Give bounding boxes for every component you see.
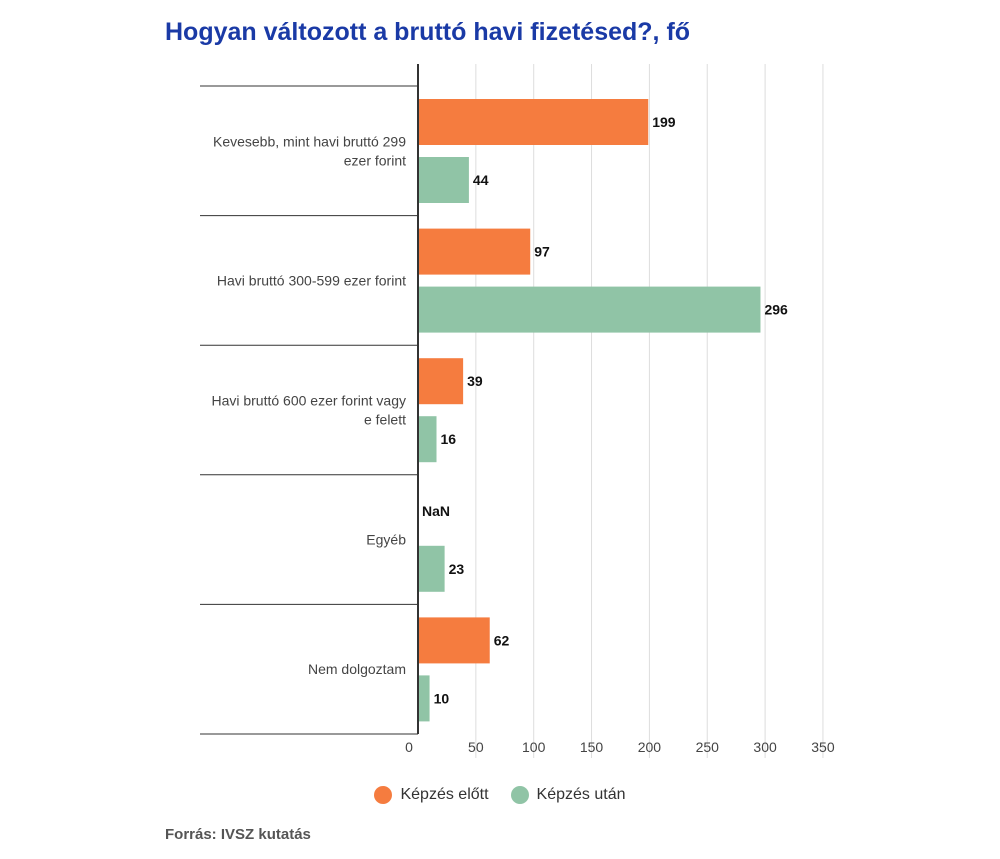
x-tick-label: 100 bbox=[522, 739, 546, 755]
legend-swatch-after bbox=[510, 786, 529, 804]
bar-before bbox=[419, 358, 464, 405]
data-label: NaN bbox=[422, 503, 450, 519]
bar-before bbox=[419, 228, 531, 275]
x-tick-label: 250 bbox=[696, 739, 720, 755]
bar-after bbox=[419, 545, 445, 592]
data-label: 296 bbox=[764, 302, 788, 318]
x-tick-label: 200 bbox=[638, 739, 662, 755]
category-label: Nem dolgoztam bbox=[308, 661, 406, 677]
bar-before bbox=[419, 617, 490, 664]
bar-chart: 0 50 100 150 200 250 300 350 Kevesebb, mint havi… bbox=[200, 64, 835, 758]
source-note: Forrás: IVSZ kutatás bbox=[165, 826, 311, 843]
category-label: ezer forint bbox=[344, 152, 406, 168]
category-label: e felett bbox=[364, 412, 406, 428]
bar-after bbox=[419, 286, 761, 333]
chart-title: Hogyan változott a bruttó havi fizetésed… bbox=[165, 18, 691, 46]
data-label: 97 bbox=[534, 244, 550, 260]
x-tick-label: 50 bbox=[468, 739, 484, 755]
x-tick-label: 300 bbox=[753, 739, 777, 755]
legend-label-after: Képzés után bbox=[536, 786, 626, 803]
category-label: Egyéb bbox=[366, 532, 406, 548]
legend-item-before[interactable]: Képzés előtt bbox=[374, 786, 489, 804]
data-label: 10 bbox=[434, 690, 450, 706]
legend-swatch-before bbox=[374, 786, 393, 804]
data-label: 23 bbox=[449, 561, 465, 577]
bar-after bbox=[419, 675, 430, 722]
bar-before bbox=[419, 99, 649, 145]
bar-after bbox=[419, 157, 469, 203]
data-label: 199 bbox=[652, 114, 676, 130]
data-label: 44 bbox=[473, 172, 489, 188]
legend: Képzés előtt Képzés után bbox=[0, 786, 1000, 804]
bar-after bbox=[419, 416, 437, 463]
data-label: 39 bbox=[467, 373, 483, 389]
data-label: 16 bbox=[441, 431, 457, 447]
legend-label-before: Képzés előtt bbox=[400, 786, 489, 803]
legend-item-after[interactable]: Képzés után bbox=[510, 786, 626, 804]
category-label: Havi bruttó 300-599 ezer forint bbox=[217, 272, 406, 288]
category-label: Havi bruttó 600 ezer forint vagy bbox=[211, 393, 406, 409]
data-label: 62 bbox=[494, 632, 510, 648]
x-tick-label: 350 bbox=[811, 739, 835, 755]
category-label: Kevesebb, mint havi bruttó 299 bbox=[213, 133, 406, 149]
x-tick-label: 0 bbox=[405, 739, 413, 755]
x-tick-label: 150 bbox=[580, 739, 604, 755]
